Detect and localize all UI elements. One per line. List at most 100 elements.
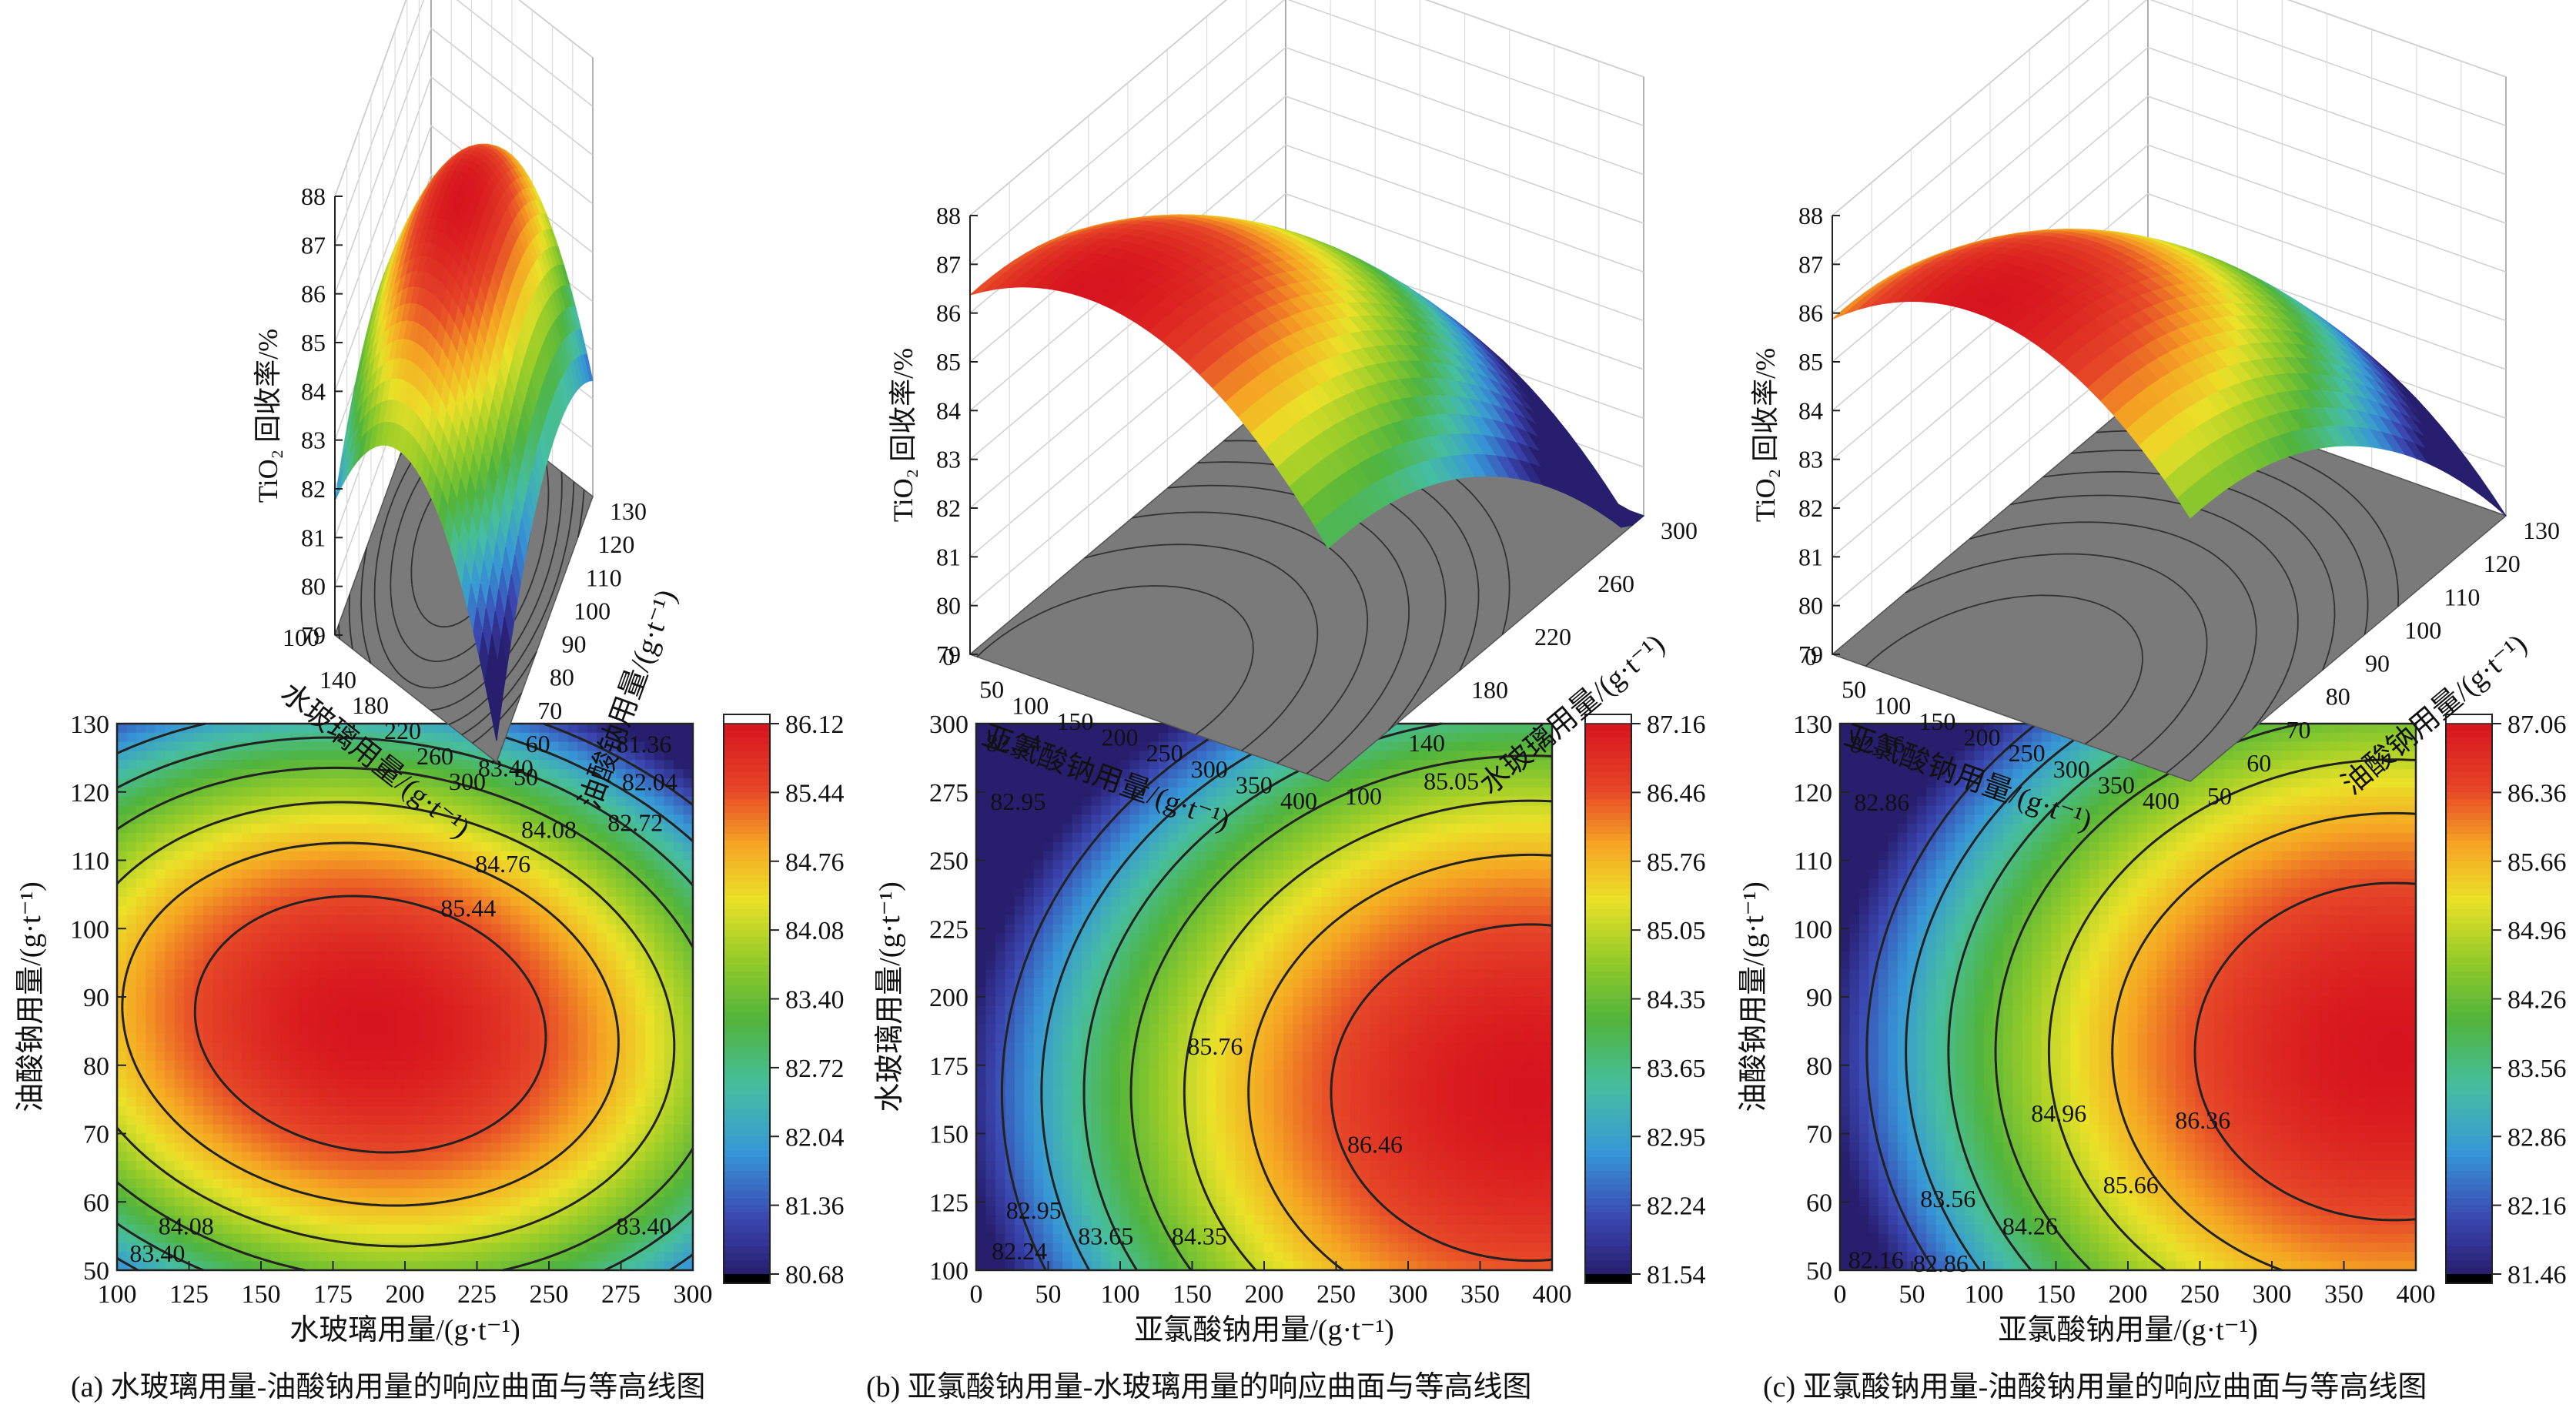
heatmap-cell (644, 924, 655, 934)
heatmap-cell (1024, 1079, 1035, 1089)
heatmap-cell (356, 878, 367, 888)
heatmap-cell (606, 1242, 617, 1252)
heatmap-cell (174, 924, 185, 934)
heatmap-cell (635, 978, 646, 988)
heatmap-cell (366, 969, 377, 979)
heatmap-cell (414, 1033, 425, 1043)
heatmap-cell (251, 1088, 262, 1098)
heatmap-cell (203, 1042, 214, 1052)
heatmap-cell (261, 896, 272, 907)
heatmap-cell (270, 1024, 281, 1034)
colorbar-band (724, 1184, 770, 1192)
heatmap-cell (491, 814, 502, 824)
heatmap-cell (279, 878, 290, 888)
heatmap-cell (289, 1242, 300, 1252)
heatmap-cell (174, 741, 185, 752)
heatmap-cell (1062, 933, 1073, 943)
heatmap-cell (222, 1060, 233, 1071)
heatmap-cell (1082, 997, 1092, 1007)
heatmap-cell (251, 1005, 262, 1016)
heatmap-cell (279, 1069, 290, 1080)
heatmap-cell (443, 1169, 453, 1180)
heatmap-cell (597, 860, 607, 870)
heatmap-cell (443, 1261, 453, 1271)
heatmap-cell (423, 841, 434, 852)
heatmap-cell (1168, 824, 1179, 834)
heatmap-cell (1158, 1179, 1169, 1189)
heatmap-cell (135, 924, 146, 934)
heatmap-cell (1158, 1115, 1169, 1125)
heatmap-cell (146, 1060, 156, 1071)
heatmap-cell (232, 841, 243, 852)
heatmap-cell (1014, 1079, 1025, 1089)
heatmap-cell (270, 997, 281, 1007)
heatmap-cell (184, 933, 195, 943)
heatmap-cell (135, 1033, 146, 1043)
heatmap-cell (328, 997, 339, 1007)
heatmap-cell (347, 824, 358, 834)
heatmap-cell (126, 760, 137, 770)
heatmap-cell (567, 878, 578, 888)
heatmap-cell (376, 778, 386, 788)
heatmap-cell (1139, 824, 1149, 834)
heatmap-cell (433, 833, 444, 843)
heatmap-cell (587, 1052, 597, 1062)
heatmap-cell (558, 1060, 569, 1071)
heatmap-cell (644, 1005, 655, 1016)
heatmap-cell (1110, 933, 1121, 943)
heatmap-cell (146, 814, 156, 824)
heatmap-cell (405, 933, 416, 943)
heatmap-cell (279, 1152, 290, 1162)
heatmap-cell (654, 997, 665, 1007)
heatmap-cell (328, 869, 339, 879)
heatmap-cell (261, 796, 272, 807)
heatmap-cell (184, 1169, 195, 1180)
heatmap-cell (1082, 805, 1092, 815)
heatmap-cell (558, 1261, 569, 1271)
heatmap-cell (328, 1152, 339, 1162)
heatmap-cell (193, 1106, 204, 1116)
heatmap-cell (510, 1252, 521, 1262)
heatmap-cell (386, 1169, 396, 1180)
heatmap-cell (539, 860, 550, 870)
heatmap-cell (193, 1161, 204, 1171)
heatmap-cell (184, 1069, 195, 1080)
heatmap-cell (1139, 851, 1149, 861)
heatmap-cell (395, 924, 406, 934)
heatmap-cell (356, 915, 367, 925)
heatmap-cell (135, 833, 146, 843)
heatmap-cell (299, 741, 309, 752)
heatmap-cell (1149, 1169, 1159, 1180)
heatmap-cell (1149, 1179, 1159, 1189)
heatmap-cell (423, 933, 434, 943)
heatmap-cell (146, 824, 156, 834)
heatmap-cell (616, 969, 627, 979)
heatmap-cell (453, 969, 463, 979)
heatmap-cell (146, 724, 156, 734)
heatmap-cell (1072, 978, 1082, 988)
heatmap-cell (1014, 1224, 1025, 1235)
heatmap-cell (366, 933, 377, 943)
heatmap-cell (577, 1024, 588, 1034)
heatmap-cell (423, 1133, 434, 1143)
heatmap-cell (222, 988, 233, 998)
heatmap-cell (606, 869, 617, 879)
heatmap-cell (549, 1115, 560, 1125)
heatmap-cell (318, 960, 329, 971)
heatmap-cell (433, 1133, 444, 1143)
heatmap-cell (995, 860, 1005, 870)
heatmap-cell (184, 824, 195, 834)
heatmap-cell (1072, 1088, 1082, 1098)
heatmap-cell (309, 924, 319, 934)
heatmap-cell (1052, 814, 1063, 824)
heatmap-cell (1033, 1015, 1044, 1025)
heatmap-cell (423, 732, 434, 743)
heatmap-cell (347, 878, 358, 888)
heatmap-cell (222, 1142, 233, 1152)
heatmap-cell (625, 1005, 636, 1016)
heatmap-cell (395, 1124, 406, 1135)
heatmap-cell (299, 905, 309, 916)
heatmap-cell (539, 1179, 550, 1189)
heatmap-cell (395, 1188, 406, 1198)
